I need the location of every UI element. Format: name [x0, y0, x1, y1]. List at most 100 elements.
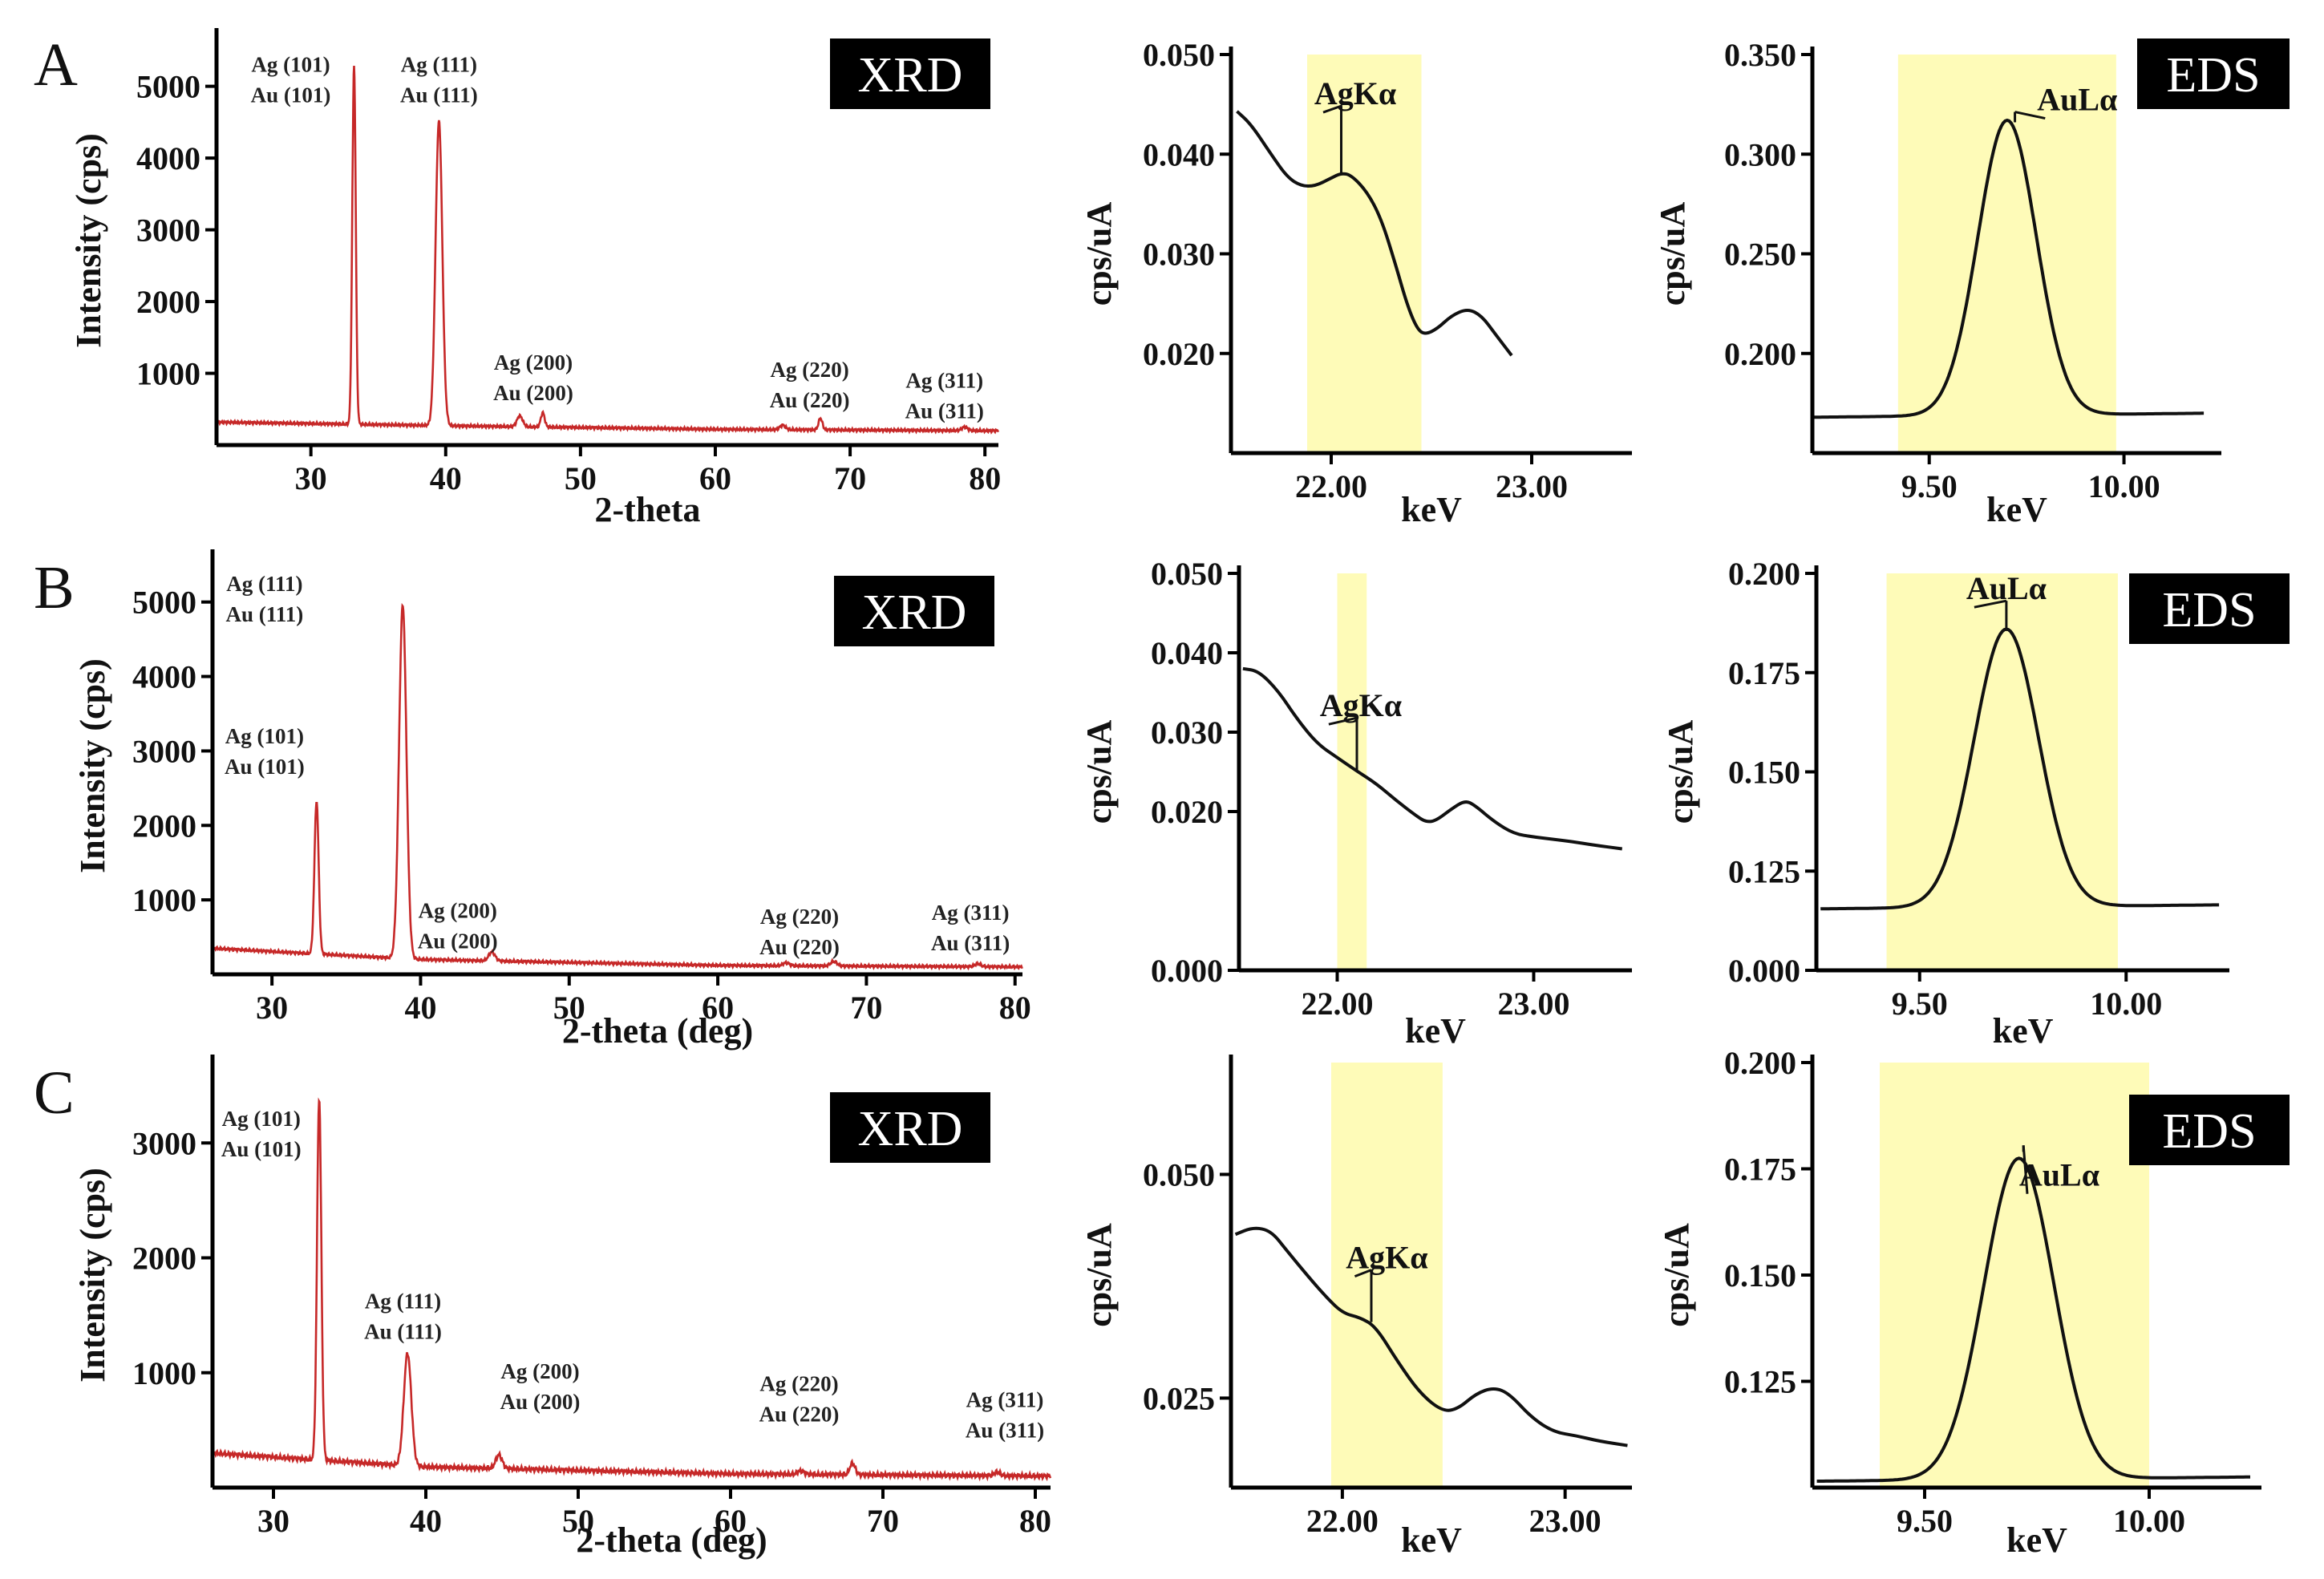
- y-tick-label: 0.050: [1151, 556, 1223, 592]
- annotation-leader: [2022, 1145, 2029, 1194]
- x-tick-label: 30: [257, 1503, 289, 1539]
- eds-series-line: [1820, 627, 2220, 911]
- y-tick-label: 0.000: [1151, 953, 1223, 989]
- y-tick-label: 3000: [132, 733, 196, 769]
- peak-label: Au (111): [364, 1320, 442, 1344]
- y-axis-label: Intensity (cps): [73, 658, 112, 873]
- peak-label: Ag (101): [251, 53, 330, 77]
- annotation-leader: [1974, 599, 2007, 609]
- peak-label: Au (200): [418, 929, 498, 953]
- y-axis-label: Intensity (cps): [69, 133, 108, 348]
- x-tick-label: 9.50: [1892, 986, 1948, 1022]
- peak-label: Ag (220): [759, 1372, 838, 1396]
- x-tick-label: 22.00: [1306, 1503, 1379, 1539]
- x-tick-label: 70: [850, 990, 882, 1026]
- y-tick-label: 2000: [132, 808, 196, 844]
- peak-label: Au (220): [759, 935, 840, 959]
- x-tick-label: 23.00: [1496, 468, 1568, 504]
- peak-label: Ag (311): [966, 1388, 1044, 1412]
- y-tick-label: 0.050: [1143, 37, 1215, 73]
- x-tick-label: 80: [1019, 1503, 1051, 1539]
- x-tick-label: 10.00: [2113, 1503, 2185, 1539]
- peak-label: Au (311): [966, 1419, 1044, 1443]
- x-tick-label: 60: [702, 990, 734, 1026]
- x-tick-label: 9.50: [1901, 468, 1958, 504]
- peak-label: Ag (220): [760, 905, 839, 929]
- peak-label: Ag (200): [494, 350, 573, 375]
- annotation-leader: [1328, 716, 1358, 726]
- x-axis-label: 2-theta (deg): [576, 1520, 767, 1560]
- y-tick-label: 1000: [136, 356, 200, 392]
- peak-annotation: AgKα: [1314, 75, 1396, 111]
- x-tick-label: 50: [553, 990, 585, 1026]
- technique-badge-label: EDS: [2162, 1104, 2256, 1159]
- y-tick-label: 0.040: [1151, 635, 1223, 671]
- y-tick-label: 3000: [136, 213, 200, 249]
- peak-label: Au (111): [225, 602, 303, 626]
- y-tick-label: 0.020: [1151, 794, 1223, 830]
- technique-badge-label: XRD: [858, 48, 963, 103]
- x-tick-label: 50: [565, 460, 597, 496]
- y-axis-label: Intensity (cps): [73, 1168, 112, 1383]
- peak-label: Au (220): [759, 1403, 840, 1427]
- peak-annotation: AgKα: [1320, 687, 1402, 723]
- technique-badge-label: XRD: [858, 1102, 963, 1156]
- x-tick-label: 40: [410, 1503, 442, 1539]
- eds-series-line: [1234, 1226, 1628, 1447]
- technique-badge: [834, 576, 994, 646]
- y-tick-label: 0.025: [1143, 1380, 1215, 1416]
- peak-label: Au (101): [221, 1137, 302, 1161]
- y-tick-label: 0.175: [1724, 1152, 1796, 1188]
- x-axis-label: keV: [1993, 1011, 2054, 1051]
- x-tick-label: 80: [999, 990, 1031, 1026]
- eds-series-line: [1812, 118, 2205, 419]
- xrd-series-line: [215, 66, 1000, 435]
- x-tick-label: 60: [699, 460, 731, 496]
- x-tick-label: 70: [867, 1503, 899, 1539]
- peak-label: Ag (111): [365, 1290, 441, 1314]
- x-tick-label: 70: [834, 460, 866, 496]
- y-tick-label: 3000: [132, 1125, 196, 1161]
- y-tick-label: 5000: [132, 585, 196, 621]
- x-tick-label: 10.00: [2088, 468, 2160, 504]
- peak-label: Ag (220): [771, 358, 849, 382]
- panel-letter-b: B: [34, 554, 75, 621]
- y-tick-label: 0.000: [1728, 953, 1800, 989]
- technique-badge: [2129, 1095, 2290, 1165]
- technique-badge: [2129, 573, 2290, 644]
- y-tick-label: 4000: [136, 140, 200, 176]
- peak-label: Au (200): [493, 381, 573, 405]
- peak-label: Ag (200): [500, 1359, 579, 1383]
- x-tick-label: 10.00: [2090, 986, 2162, 1022]
- y-tick-label: 0.050: [1143, 1156, 1215, 1192]
- y-tick-label: 0.150: [1724, 1257, 1796, 1294]
- x-axis-label: keV: [1986, 490, 2047, 529]
- y-tick-label: 1000: [132, 882, 196, 918]
- peak-annotation: AgKα: [1346, 1240, 1427, 1276]
- technique-badge-label: XRD: [862, 585, 967, 640]
- peak-label: Ag (111): [226, 572, 302, 596]
- y-tick-label: 0.200: [1724, 1045, 1796, 1081]
- x-tick-label: 40: [404, 990, 436, 1026]
- peak-label: Ag (311): [932, 901, 1010, 925]
- peak-label: Ag (200): [419, 898, 497, 922]
- peak-annotation: AuLα: [2037, 82, 2117, 118]
- y-axis-label: cps/uA: [1657, 1223, 1696, 1327]
- peak-label: Ag (101): [225, 724, 304, 748]
- peak-label: Ag (311): [905, 368, 983, 392]
- x-axis-label: keV: [2006, 1520, 2067, 1560]
- panel-letter-a: A: [34, 31, 78, 99]
- y-tick-label: 0.200: [1728, 556, 1800, 592]
- eds-series-line: [1242, 666, 1623, 851]
- y-axis-label: cps/uA: [1661, 719, 1700, 824]
- y-tick-label: 0.040: [1143, 136, 1215, 172]
- xrd-series-line: [211, 602, 1023, 971]
